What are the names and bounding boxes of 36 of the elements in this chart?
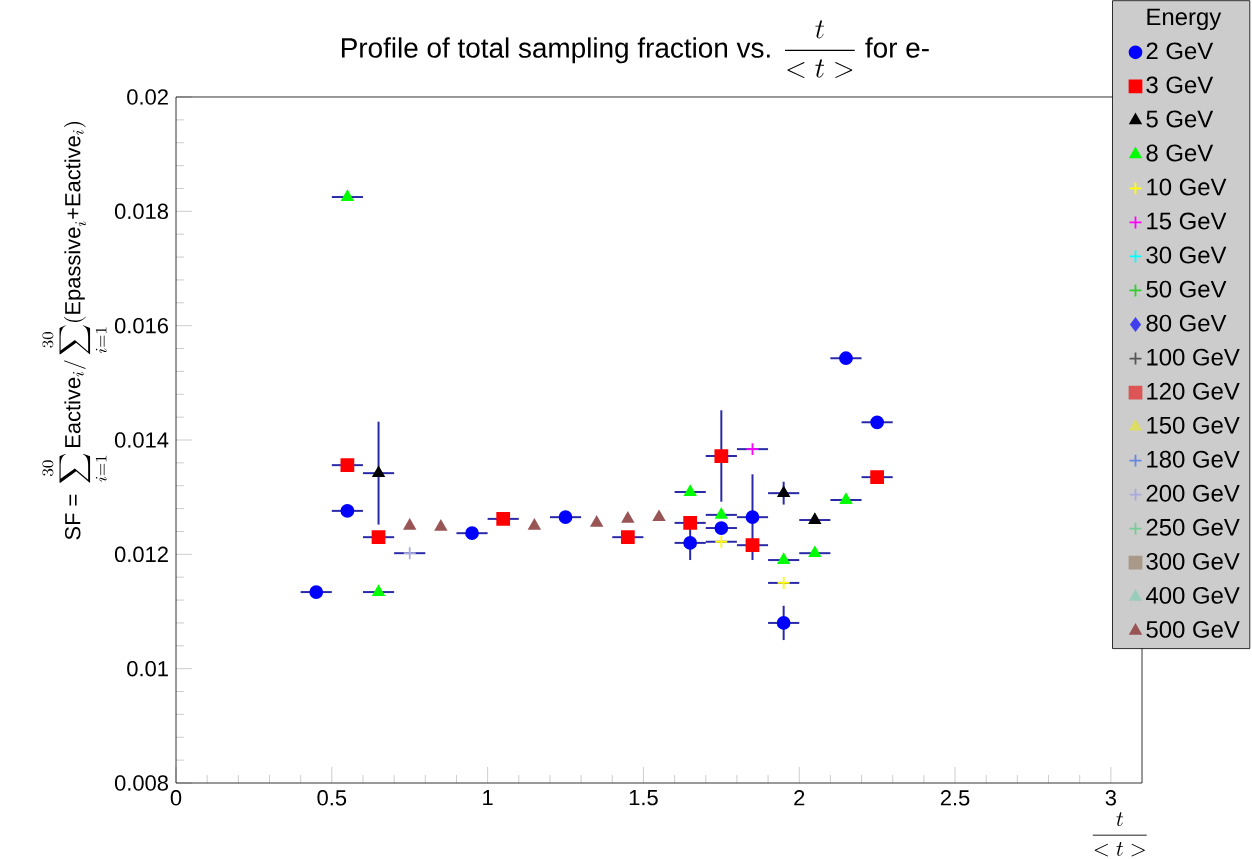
legend-label: 500 GeV — [1146, 620, 1240, 638]
legend-label: 3 GeV — [1146, 76, 1214, 94]
x-tick-label: 1.5 — [629, 790, 658, 806]
legend-label: 400 GeV — [1146, 586, 1240, 604]
legend-title: Energy — [1147, 8, 1222, 31]
y-tick-label: 0.02 — [127, 89, 168, 105]
x-tick-label: 0.5 — [317, 790, 347, 806]
y-tick-label: 0.012 — [114, 546, 168, 563]
x-tick-label: 3 — [1105, 790, 1116, 806]
x-tick-label: 1 — [483, 790, 493, 806]
y-axis-title: $\text{SF = }\sum_{i=1}^{30}\text{Eactive}_{i}/\sum_{i=1}^{30}(\text{Epassive}_{i}\text{+}\text{Eactive}_{i})$ — [42, 122, 107, 540]
legend-label: 50 GeV — [1146, 280, 1227, 298]
legend-label: 200 GeV — [1146, 484, 1240, 502]
legend-label: 2 GeV — [1146, 42, 1214, 60]
y-tick-label: 0.01 — [127, 660, 168, 677]
legend-label: 180 GeV — [1147, 450, 1240, 468]
legend-label: 300 GeV — [1146, 552, 1240, 570]
legend-label: 5 GeV — [1146, 110, 1214, 128]
legend-label: 8 GeV — [1146, 144, 1214, 162]
legend-label: 250 GeV — [1146, 518, 1240, 536]
legend-label: 80 GeV — [1146, 314, 1227, 332]
x-tick-label: 2.5 — [940, 790, 970, 806]
legend-label: 120 GeV — [1147, 382, 1240, 400]
x-tick-label: 2 — [794, 790, 805, 806]
legend-label: 30 GeV — [1146, 246, 1227, 264]
y-tick-label: 0.018 — [114, 203, 168, 220]
x-axis-title: $\frac{t}{<t>}$ — [1092, 812, 1147, 857]
y-tick-label: 0.014 — [114, 432, 169, 448]
legend-label: 15 GeV — [1147, 212, 1227, 230]
y-tick-label: 0.016 — [114, 317, 168, 334]
x-tick-label: 0 — [170, 790, 182, 806]
legend-label: 10 GeV — [1147, 178, 1227, 196]
legend-label: 150 GeV — [1147, 416, 1240, 434]
y-tick-label: 0.008 — [114, 775, 168, 791]
chart-title: $\text{Profile of total sampling fraction vs. }\frac{t}{<t>}\text{ for e-}$ — [341, 20, 929, 79]
legend-label: 100 GeV — [1147, 348, 1240, 366]
